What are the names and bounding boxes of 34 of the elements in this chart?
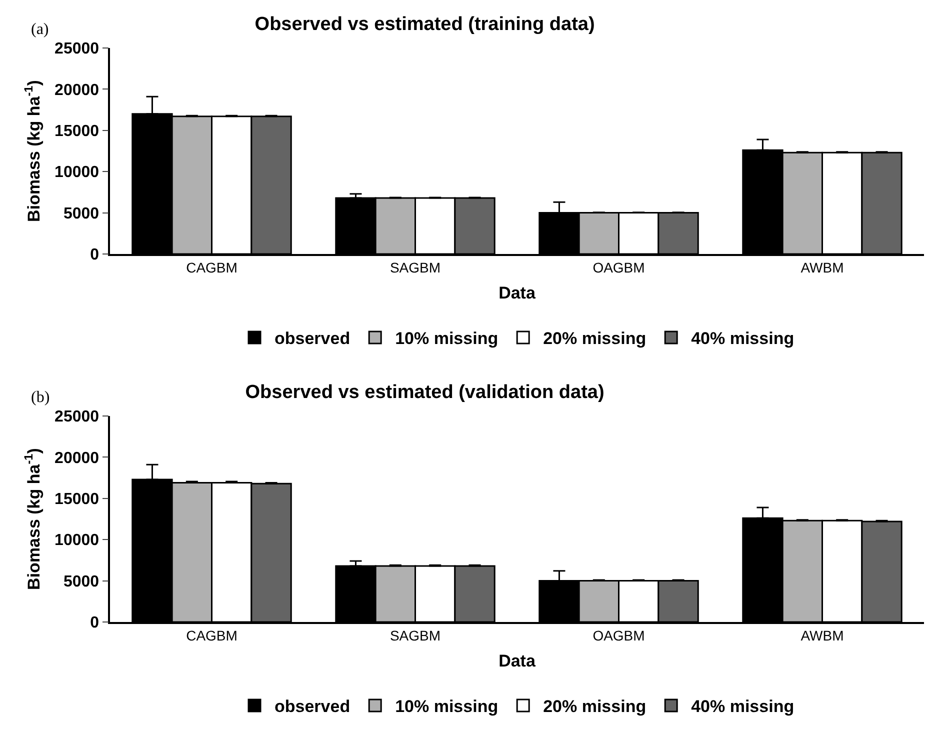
y-tick-label: 20000 [54,450,100,467]
y-tick-label: 20000 [54,82,100,99]
y-tick-label: 5000 [63,573,100,590]
chart-title: Observed vs estimated (validation data) [245,382,604,403]
x-tick-label: OAGBM [592,260,645,276]
x-tick-label: CAGBM [186,260,238,276]
y-tick-label: 0 [90,614,100,632]
legend-label: 20% missing [543,697,646,716]
y-tick-label: 25000 [54,40,100,58]
legend-label: observed [274,697,350,716]
y-tick-label: 25000 [54,408,100,426]
y-tick-label: 15000 [54,491,100,508]
y-tick-label: 0 [90,246,100,264]
y-tick-label: 10000 [54,164,100,182]
x-tick-label: AWBM [800,628,844,644]
y-tick-label: 15000 [54,123,100,140]
legend-label: 20% missing [543,329,646,348]
y-tick-label: 10000 [54,532,100,550]
legend-label: 40% missing [691,697,794,716]
x-tick-label: CAGBM [186,628,238,644]
x-tick-label: OAGBM [592,628,645,644]
legend-label: 40% missing [691,329,794,348]
x-axis-title: Data [498,651,536,670]
chart-title: Observed vs estimated (training data) [254,14,595,35]
legend-label: 10% missing [395,697,498,716]
legend-label: observed [274,329,350,348]
x-axis-title: Data [498,283,536,302]
x-tick-label: SAGBM [390,260,441,276]
x-tick-label: AWBM [800,260,844,276]
legend-label: 10% missing [395,329,498,348]
y-tick-label: 5000 [63,205,100,222]
text: (a) [31,21,49,38]
text: (b) [31,389,50,406]
x-tick-label: SAGBM [390,628,441,644]
